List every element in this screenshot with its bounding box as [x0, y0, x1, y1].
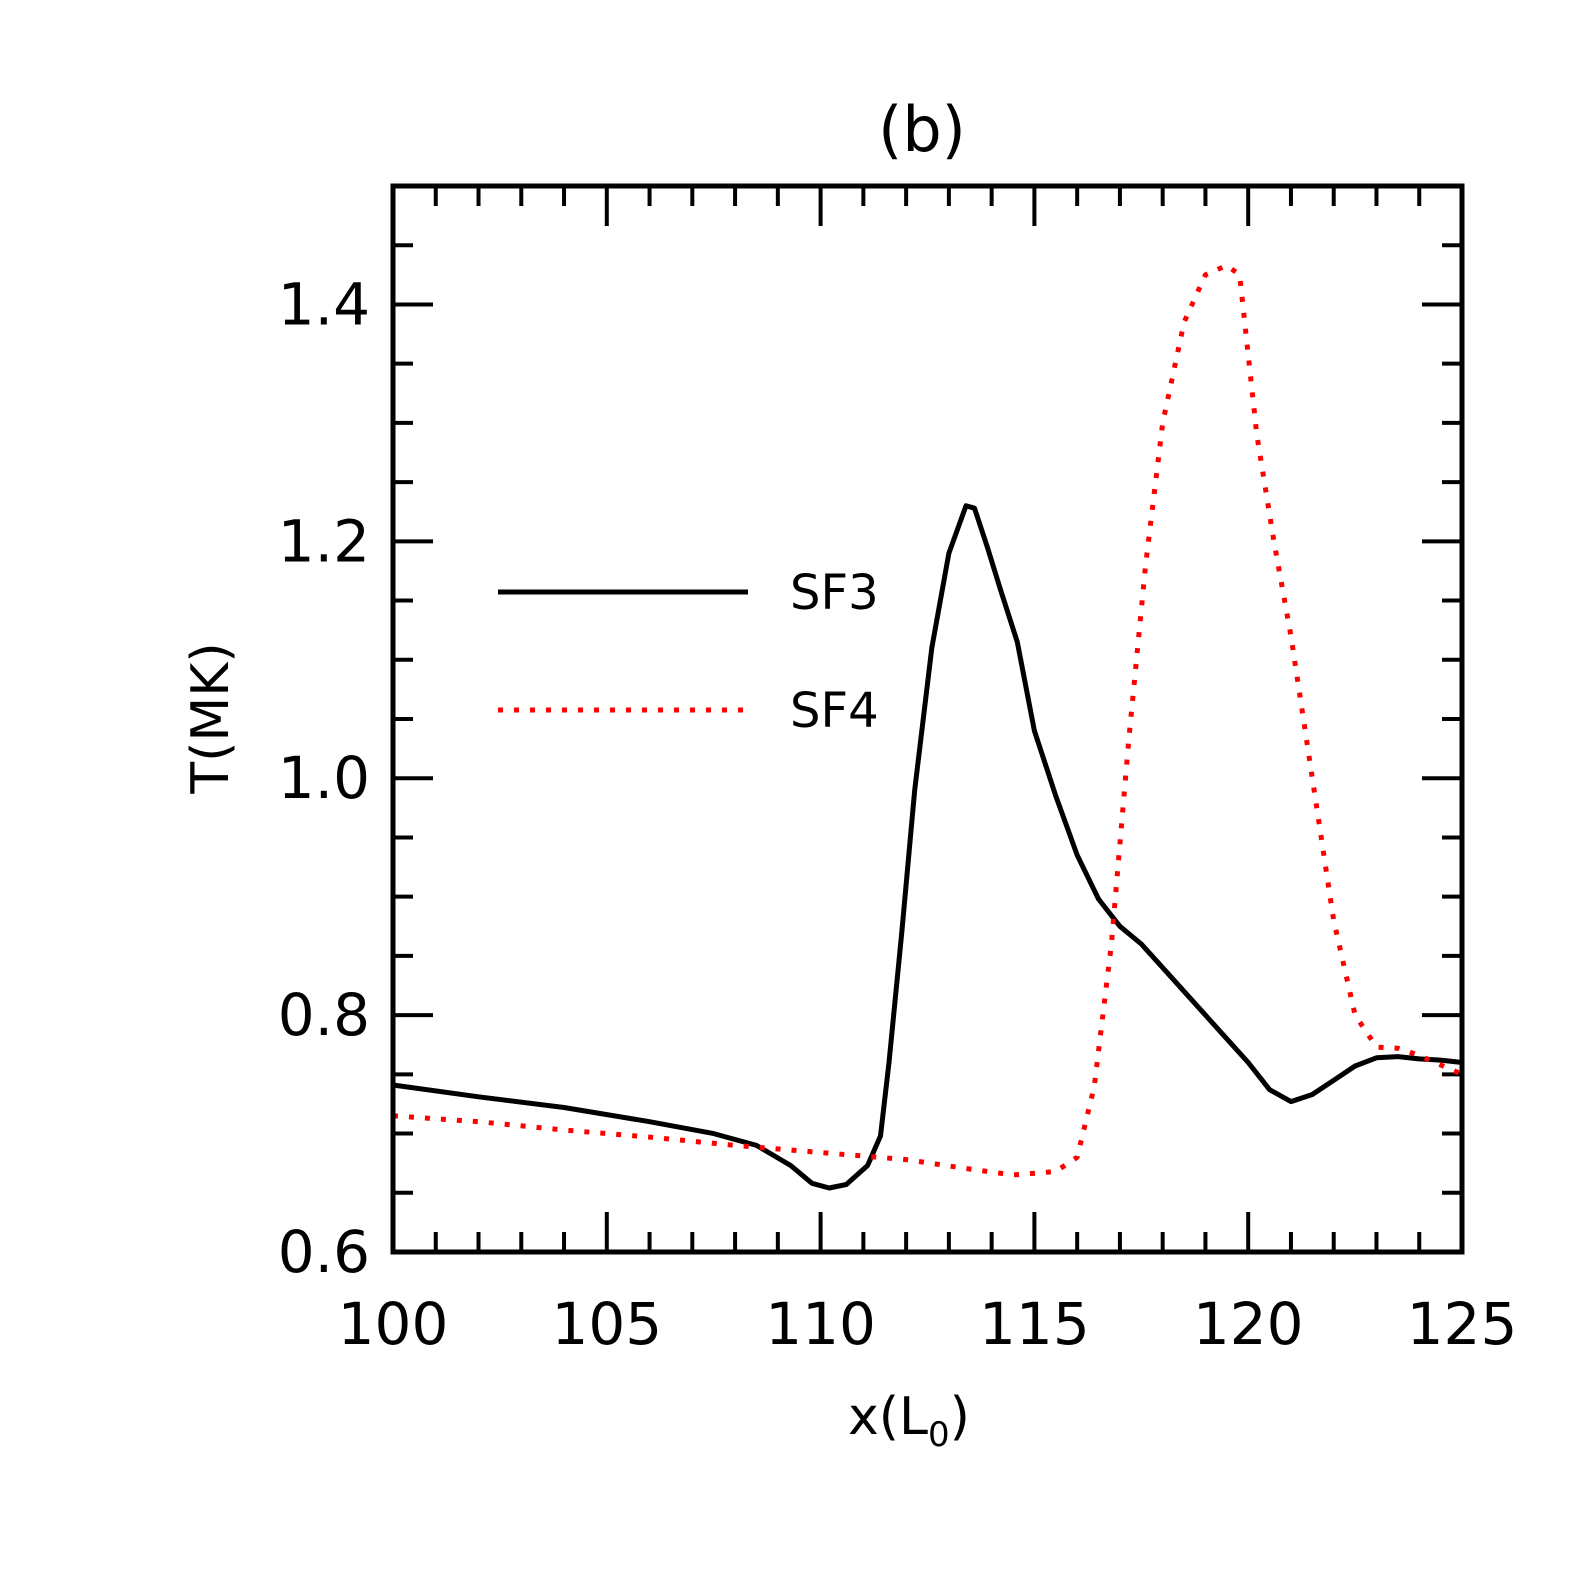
series-lines	[392, 262, 1464, 1191]
legend: SF3 SF4	[498, 565, 879, 739]
plot-frame	[390, 183, 1465, 1255]
x-tick-label: 120	[1193, 1290, 1304, 1358]
x-tick-label: 110	[765, 1290, 876, 1358]
x-tick-label: 100	[338, 1290, 449, 1358]
x-axis-title-subscript: 0	[928, 1415, 950, 1455]
y-tick-label: 0.6	[278, 1218, 370, 1286]
chart-title: (b)	[878, 93, 966, 166]
series-line-sf3	[392, 503, 1463, 1191]
x-tick-label: 125	[1407, 1290, 1518, 1358]
legend-label-sf3: SF3	[790, 565, 879, 621]
x-tick-labels: 100 105 110 115 120 125	[338, 1290, 1518, 1358]
x-axis-title-close: )	[950, 1387, 970, 1447]
y-tick-label: 1.2	[278, 507, 370, 575]
y-tick-labels: 0.6 0.8 1.0 1.2 1.4	[278, 270, 370, 1286]
x-axis-title-main: x(L	[848, 1387, 928, 1447]
y-tick-label: 1.0	[278, 744, 370, 812]
y-tick-label: 1.4	[278, 270, 370, 338]
legend-label-sf4: SF4	[790, 683, 879, 739]
y-axis-title: T(MK)	[181, 642, 241, 794]
x-tick-label: 105	[551, 1290, 662, 1358]
series-line-sf4	[392, 262, 1464, 1178]
y-tick-label: 0.8	[278, 981, 370, 1049]
x-tick-label: 115	[979, 1290, 1090, 1358]
x-axis-title: x(L0)	[848, 1387, 970, 1455]
axis-ticks	[391, 184, 1464, 1254]
